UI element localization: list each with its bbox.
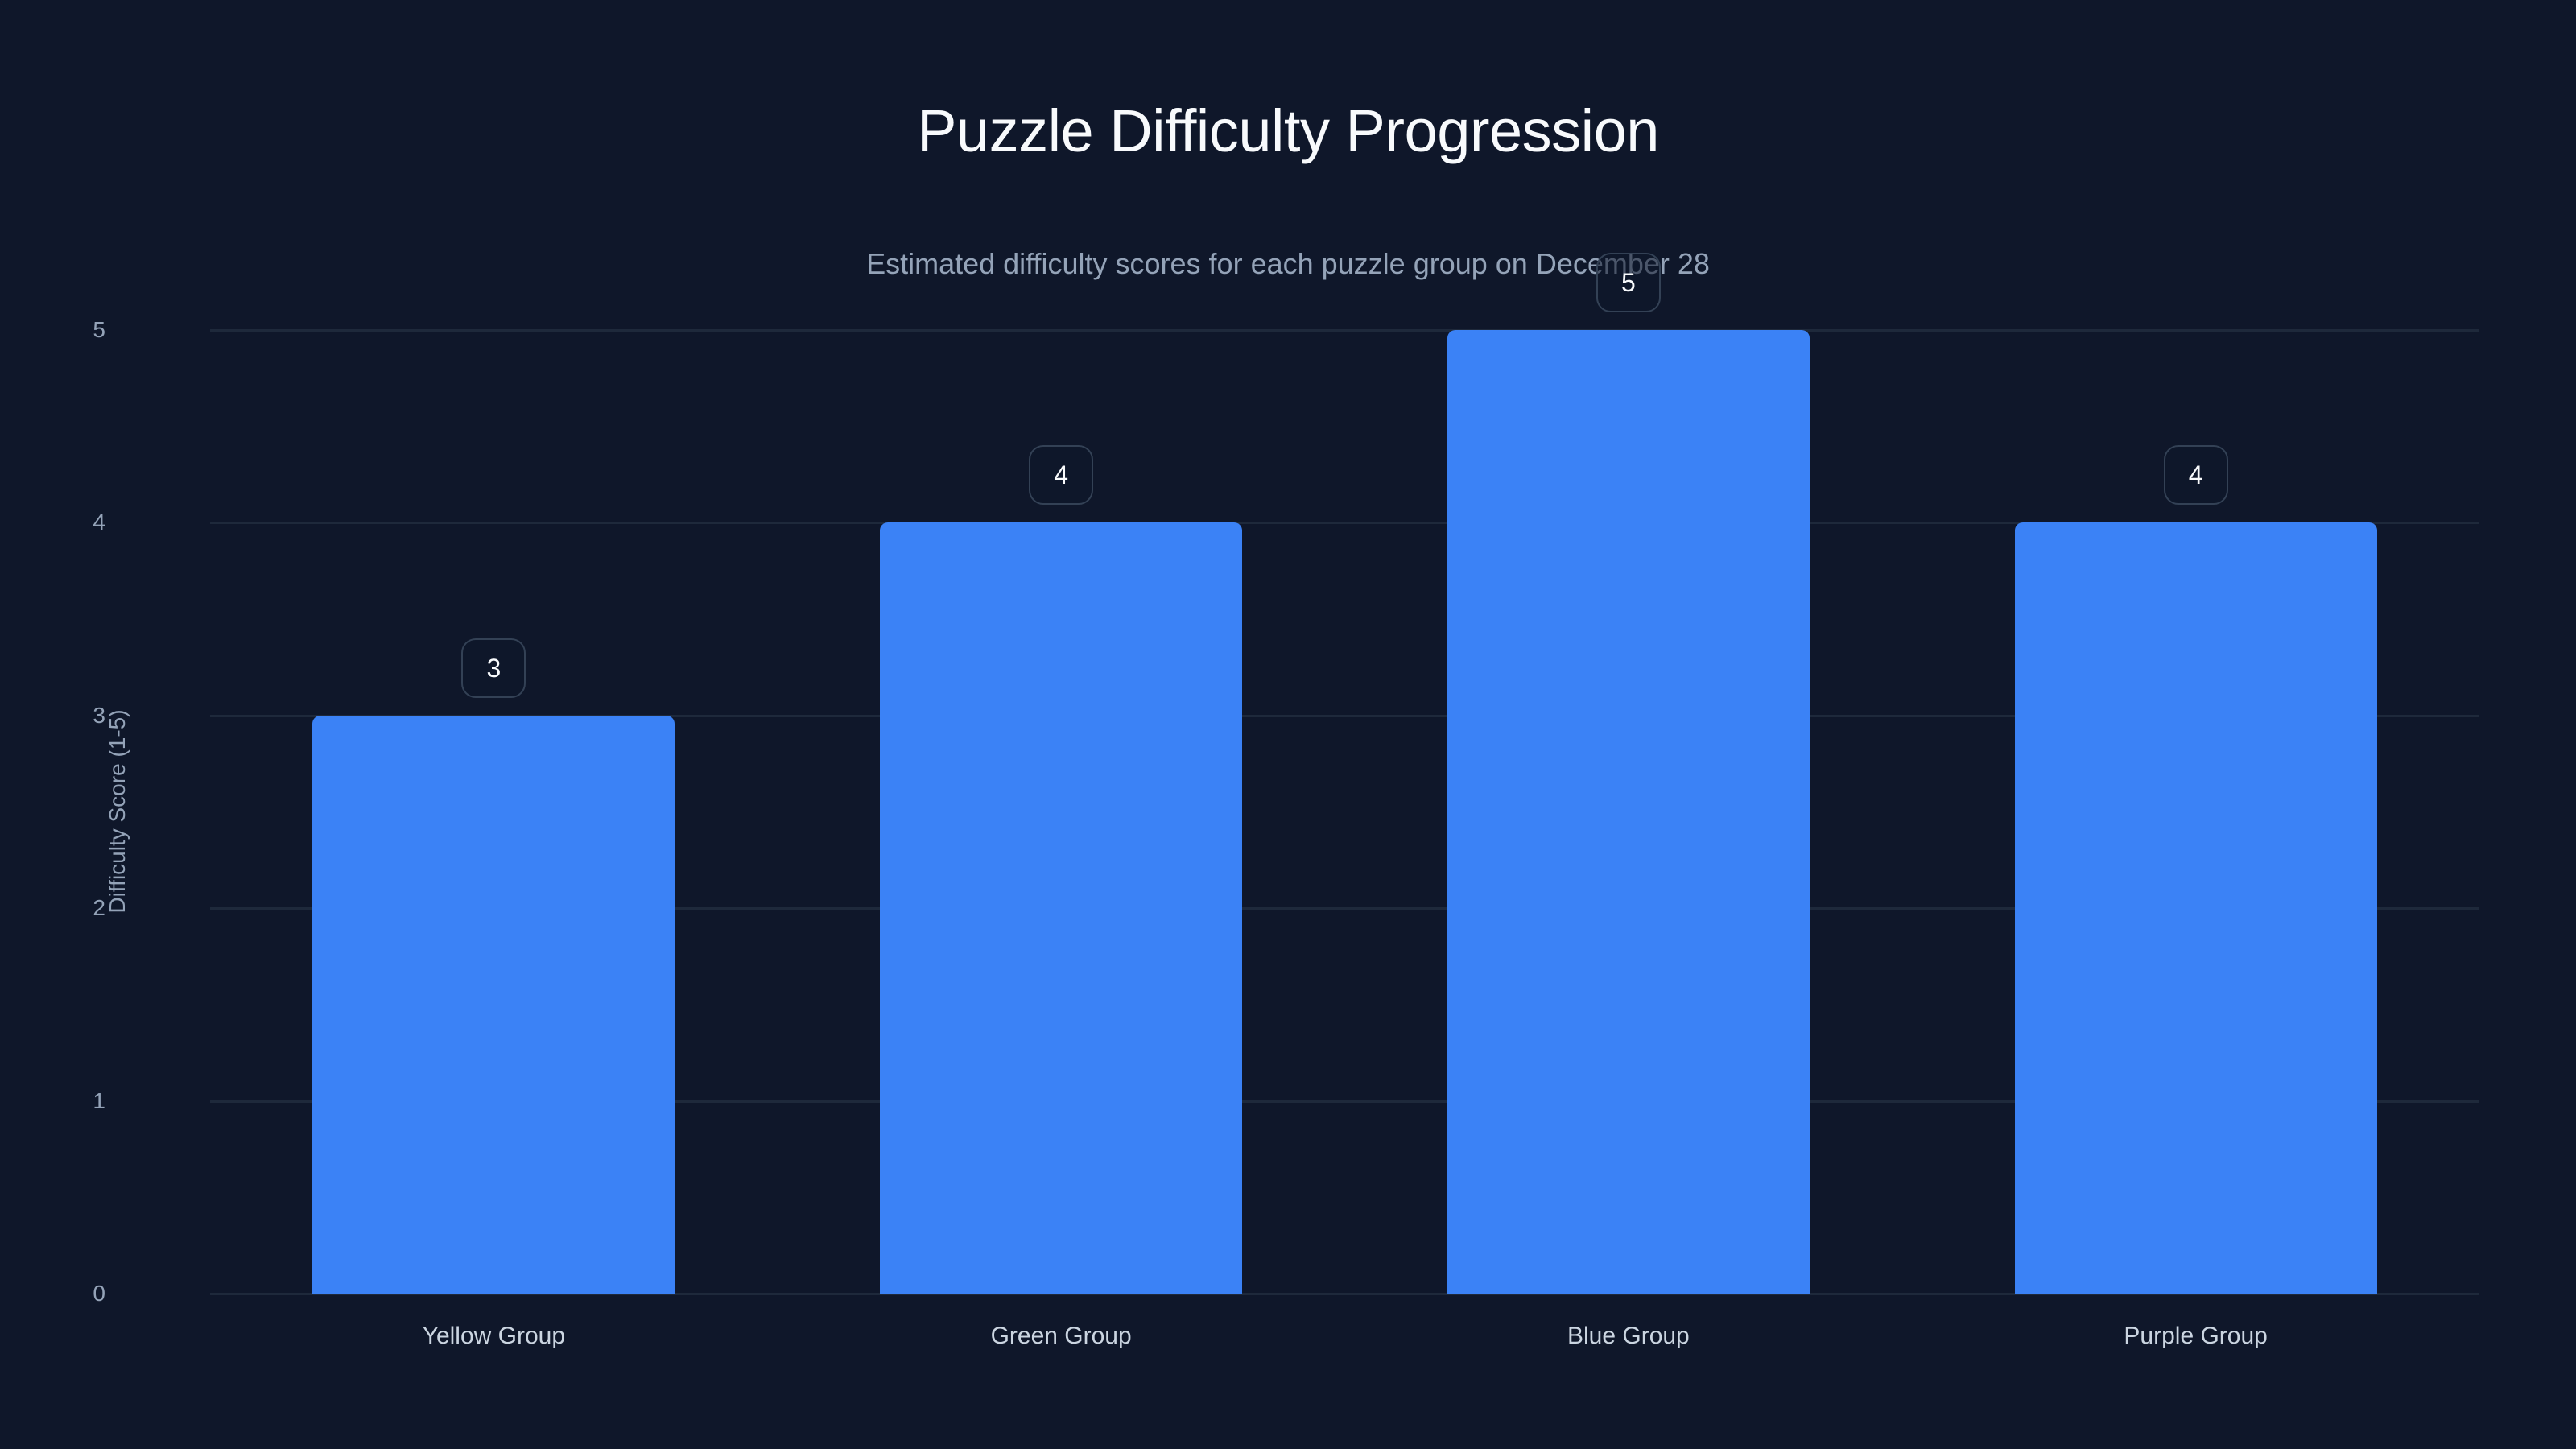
- gridline-5: [210, 329, 2479, 332]
- chart-title: Puzzle Difficulty Progression: [917, 97, 1659, 164]
- x-label-purple-group: Purple Group: [2124, 1323, 2268, 1349]
- value-label-green-group: 4: [1029, 445, 1094, 506]
- value-label-blue-group: 5: [1596, 253, 1661, 312]
- gridline-4: [210, 522, 2479, 525]
- gridline-3: [210, 714, 2479, 717]
- y-tick-4: 4: [93, 510, 105, 535]
- value-label-yellow-group: 3: [461, 638, 526, 698]
- x-label-yellow-group: Yellow Group: [422, 1323, 566, 1349]
- gridline-1: [210, 1100, 2479, 1103]
- x-label-green-group: Green Group: [990, 1323, 1132, 1349]
- y-axis-label: Difficulty Score (1-5): [105, 709, 130, 914]
- chart-subtitle: Estimated difficulty scores for each puz…: [866, 247, 1710, 280]
- y-tick-0: 0: [93, 1281, 105, 1306]
- bar-blue-group[interactable]: [1447, 330, 1810, 1294]
- bar-yellow-group[interactable]: [312, 715, 675, 1294]
- gridline-0: [210, 1293, 2479, 1295]
- y-tick-3: 3: [93, 702, 105, 728]
- y-tick-2: 2: [93, 895, 105, 921]
- y-tick-5: 5: [93, 317, 105, 342]
- x-label-blue-group: Blue Group: [1567, 1323, 1690, 1349]
- y-tick-1: 1: [93, 1088, 105, 1113]
- bar-purple-group[interactable]: [2014, 522, 2377, 1294]
- bar-green-group[interactable]: [880, 522, 1243, 1294]
- plot-area: 5 4 3 2 1 0 3 4 5 4: [93, 253, 2479, 1306]
- value-label-purple-group: 4: [2163, 445, 2228, 506]
- gridline-2: [210, 907, 2479, 910]
